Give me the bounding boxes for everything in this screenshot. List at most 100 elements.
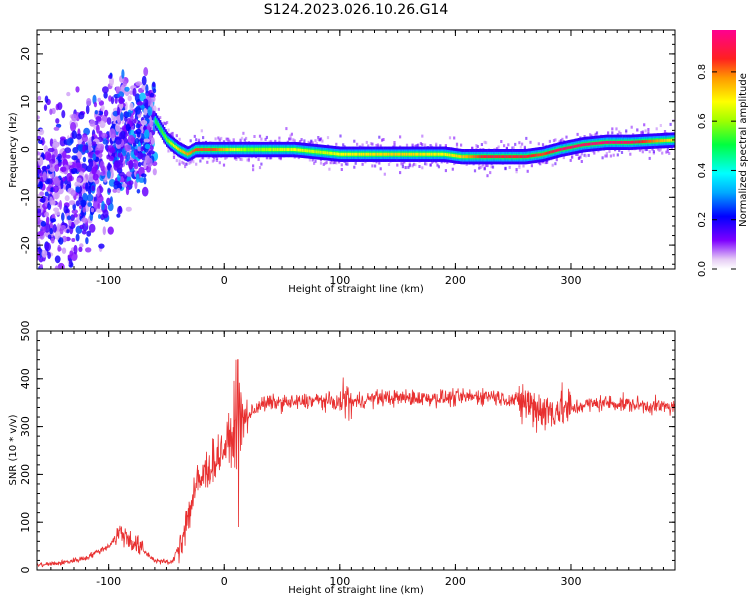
heatmap-cell <box>299 148 302 152</box>
heatmap-cell <box>177 147 180 151</box>
y-tick-label: 400 <box>19 368 32 389</box>
heatmap-cell <box>243 138 246 142</box>
heatmap-cell <box>311 158 314 162</box>
heatmap-cell <box>439 152 442 156</box>
heatmap-cell <box>404 152 407 156</box>
heatmap-cell <box>607 140 610 144</box>
heatmap-cell <box>424 162 427 166</box>
heatmap-cell <box>96 187 100 197</box>
heatmap-cell <box>285 148 288 151</box>
heatmap-cell <box>410 152 413 156</box>
heatmap-cell <box>314 150 317 154</box>
heatmap-cell <box>501 155 504 159</box>
heatmap-cell <box>311 141 314 145</box>
heatmap-cell <box>638 140 642 144</box>
heatmap-cell <box>60 225 66 230</box>
heatmap-cell <box>591 142 594 146</box>
heatmap-cell <box>601 156 604 160</box>
heatmap-cell <box>417 152 420 156</box>
heatmap-cell <box>46 164 50 170</box>
heatmap-cell <box>584 154 587 158</box>
heatmap-cell <box>460 143 463 147</box>
heatmap-cell <box>519 155 522 159</box>
heatmap-cell <box>332 161 335 165</box>
heatmap-cell <box>240 148 244 151</box>
heatmap-cell <box>140 119 148 126</box>
heatmap-cell <box>491 155 495 159</box>
x-tick-label: 200 <box>445 575 466 588</box>
heatmap-cell <box>439 144 442 148</box>
heatmap-cell <box>270 148 273 151</box>
heatmap-cell <box>668 138 671 142</box>
heatmap-cell <box>50 281 54 288</box>
heatmap-cell <box>124 101 128 111</box>
heatmap-cell <box>157 124 160 127</box>
heatmap-cell <box>539 162 542 166</box>
heatmap-cell <box>272 148 275 151</box>
heatmap-cell <box>521 155 524 159</box>
heatmap-cell <box>51 107 56 115</box>
heatmap-cell <box>325 161 328 165</box>
heatmap-cell <box>206 160 209 164</box>
heatmap-cell <box>188 161 191 165</box>
heatmap-cell <box>324 161 327 165</box>
heatmap-cell <box>143 108 148 116</box>
heatmap-cell <box>324 151 327 155</box>
heatmap-cell <box>559 139 563 143</box>
heatmap-cell <box>399 135 402 139</box>
x-tick-label: 100 <box>329 575 350 588</box>
heatmap-cell <box>109 147 116 154</box>
heatmap-cell <box>59 136 66 141</box>
heatmap-cell <box>619 132 622 136</box>
y-tick-label: 0 <box>19 567 32 574</box>
heatmap-cell <box>85 104 90 115</box>
heatmap-cell <box>300 148 303 152</box>
heatmap-cell <box>629 140 632 144</box>
heatmap-cell <box>636 128 639 132</box>
heatmap-cell <box>94 110 98 115</box>
heatmap-cell <box>600 141 603 145</box>
heatmap-cell <box>605 152 608 156</box>
heatmap-cell <box>587 153 590 157</box>
heatmap-cell <box>163 121 166 125</box>
heatmap-cell <box>71 155 78 161</box>
heatmap-cell <box>356 152 359 156</box>
heatmap-cell <box>421 143 424 147</box>
heatmap-cell <box>562 156 565 160</box>
heatmap-cell <box>62 150 67 159</box>
heatmap-cell <box>245 148 248 151</box>
heatmap-cell <box>168 140 171 144</box>
heatmap-cell <box>53 176 60 187</box>
heatmap-cell <box>319 161 323 165</box>
heatmap-cell <box>166 137 169 141</box>
heatmap-cell <box>68 200 76 206</box>
x-tick-label: 300 <box>560 575 581 588</box>
heatmap-cell <box>235 155 238 159</box>
heatmap-cell <box>657 139 660 143</box>
heatmap-cell <box>128 159 134 170</box>
heatmap-cell <box>408 164 411 168</box>
heatmap-cell <box>213 155 216 159</box>
heatmap-cell <box>254 148 257 151</box>
heatmap-cell <box>582 143 585 147</box>
heatmap-cell <box>479 155 482 159</box>
heatmap-cell <box>480 164 483 168</box>
heatmap-cell <box>107 226 114 235</box>
heatmap-cell <box>435 152 438 156</box>
heatmap-cell <box>522 164 525 168</box>
heatmap-cell <box>387 163 391 166</box>
heatmap-cell <box>590 142 593 146</box>
heatmap-cell <box>49 167 56 173</box>
heatmap-cell <box>197 148 201 151</box>
heatmap-cell <box>401 162 404 166</box>
heatmap-cell <box>399 152 402 156</box>
heatmap-cell <box>457 154 460 158</box>
heatmap-cell <box>372 152 375 156</box>
heatmap-cell <box>79 224 84 230</box>
heatmap-cell <box>335 142 338 146</box>
heatmap-cell <box>106 117 112 125</box>
heatmap-cell <box>514 142 517 146</box>
heatmap-cell <box>625 129 628 133</box>
heatmap-cell <box>548 139 551 143</box>
heatmap-cell <box>644 148 647 152</box>
